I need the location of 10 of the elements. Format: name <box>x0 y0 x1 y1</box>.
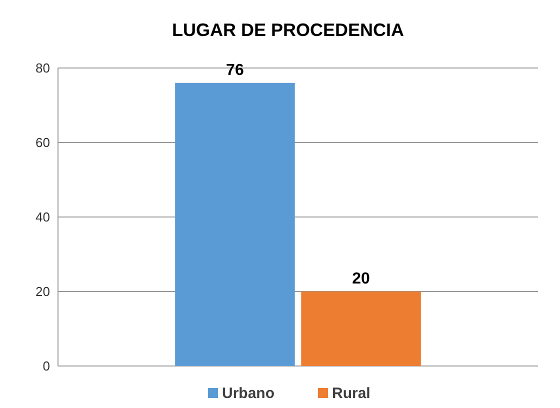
data-label: 76 <box>226 62 244 79</box>
legend-label: Urbano <box>222 385 274 402</box>
y-tick-label: 0 <box>42 358 50 374</box>
y-tick-label: 80 <box>36 60 50 76</box>
data-label: 20 <box>352 270 370 288</box>
y-tick-label: 40 <box>36 210 50 225</box>
y-tick-label: 20 <box>36 284 50 300</box>
chart-title: LUGAR DE PROCEDENCIA <box>172 20 404 40</box>
legend-label: Rural <box>332 385 370 402</box>
y-tick-label: 60 <box>36 135 50 150</box>
